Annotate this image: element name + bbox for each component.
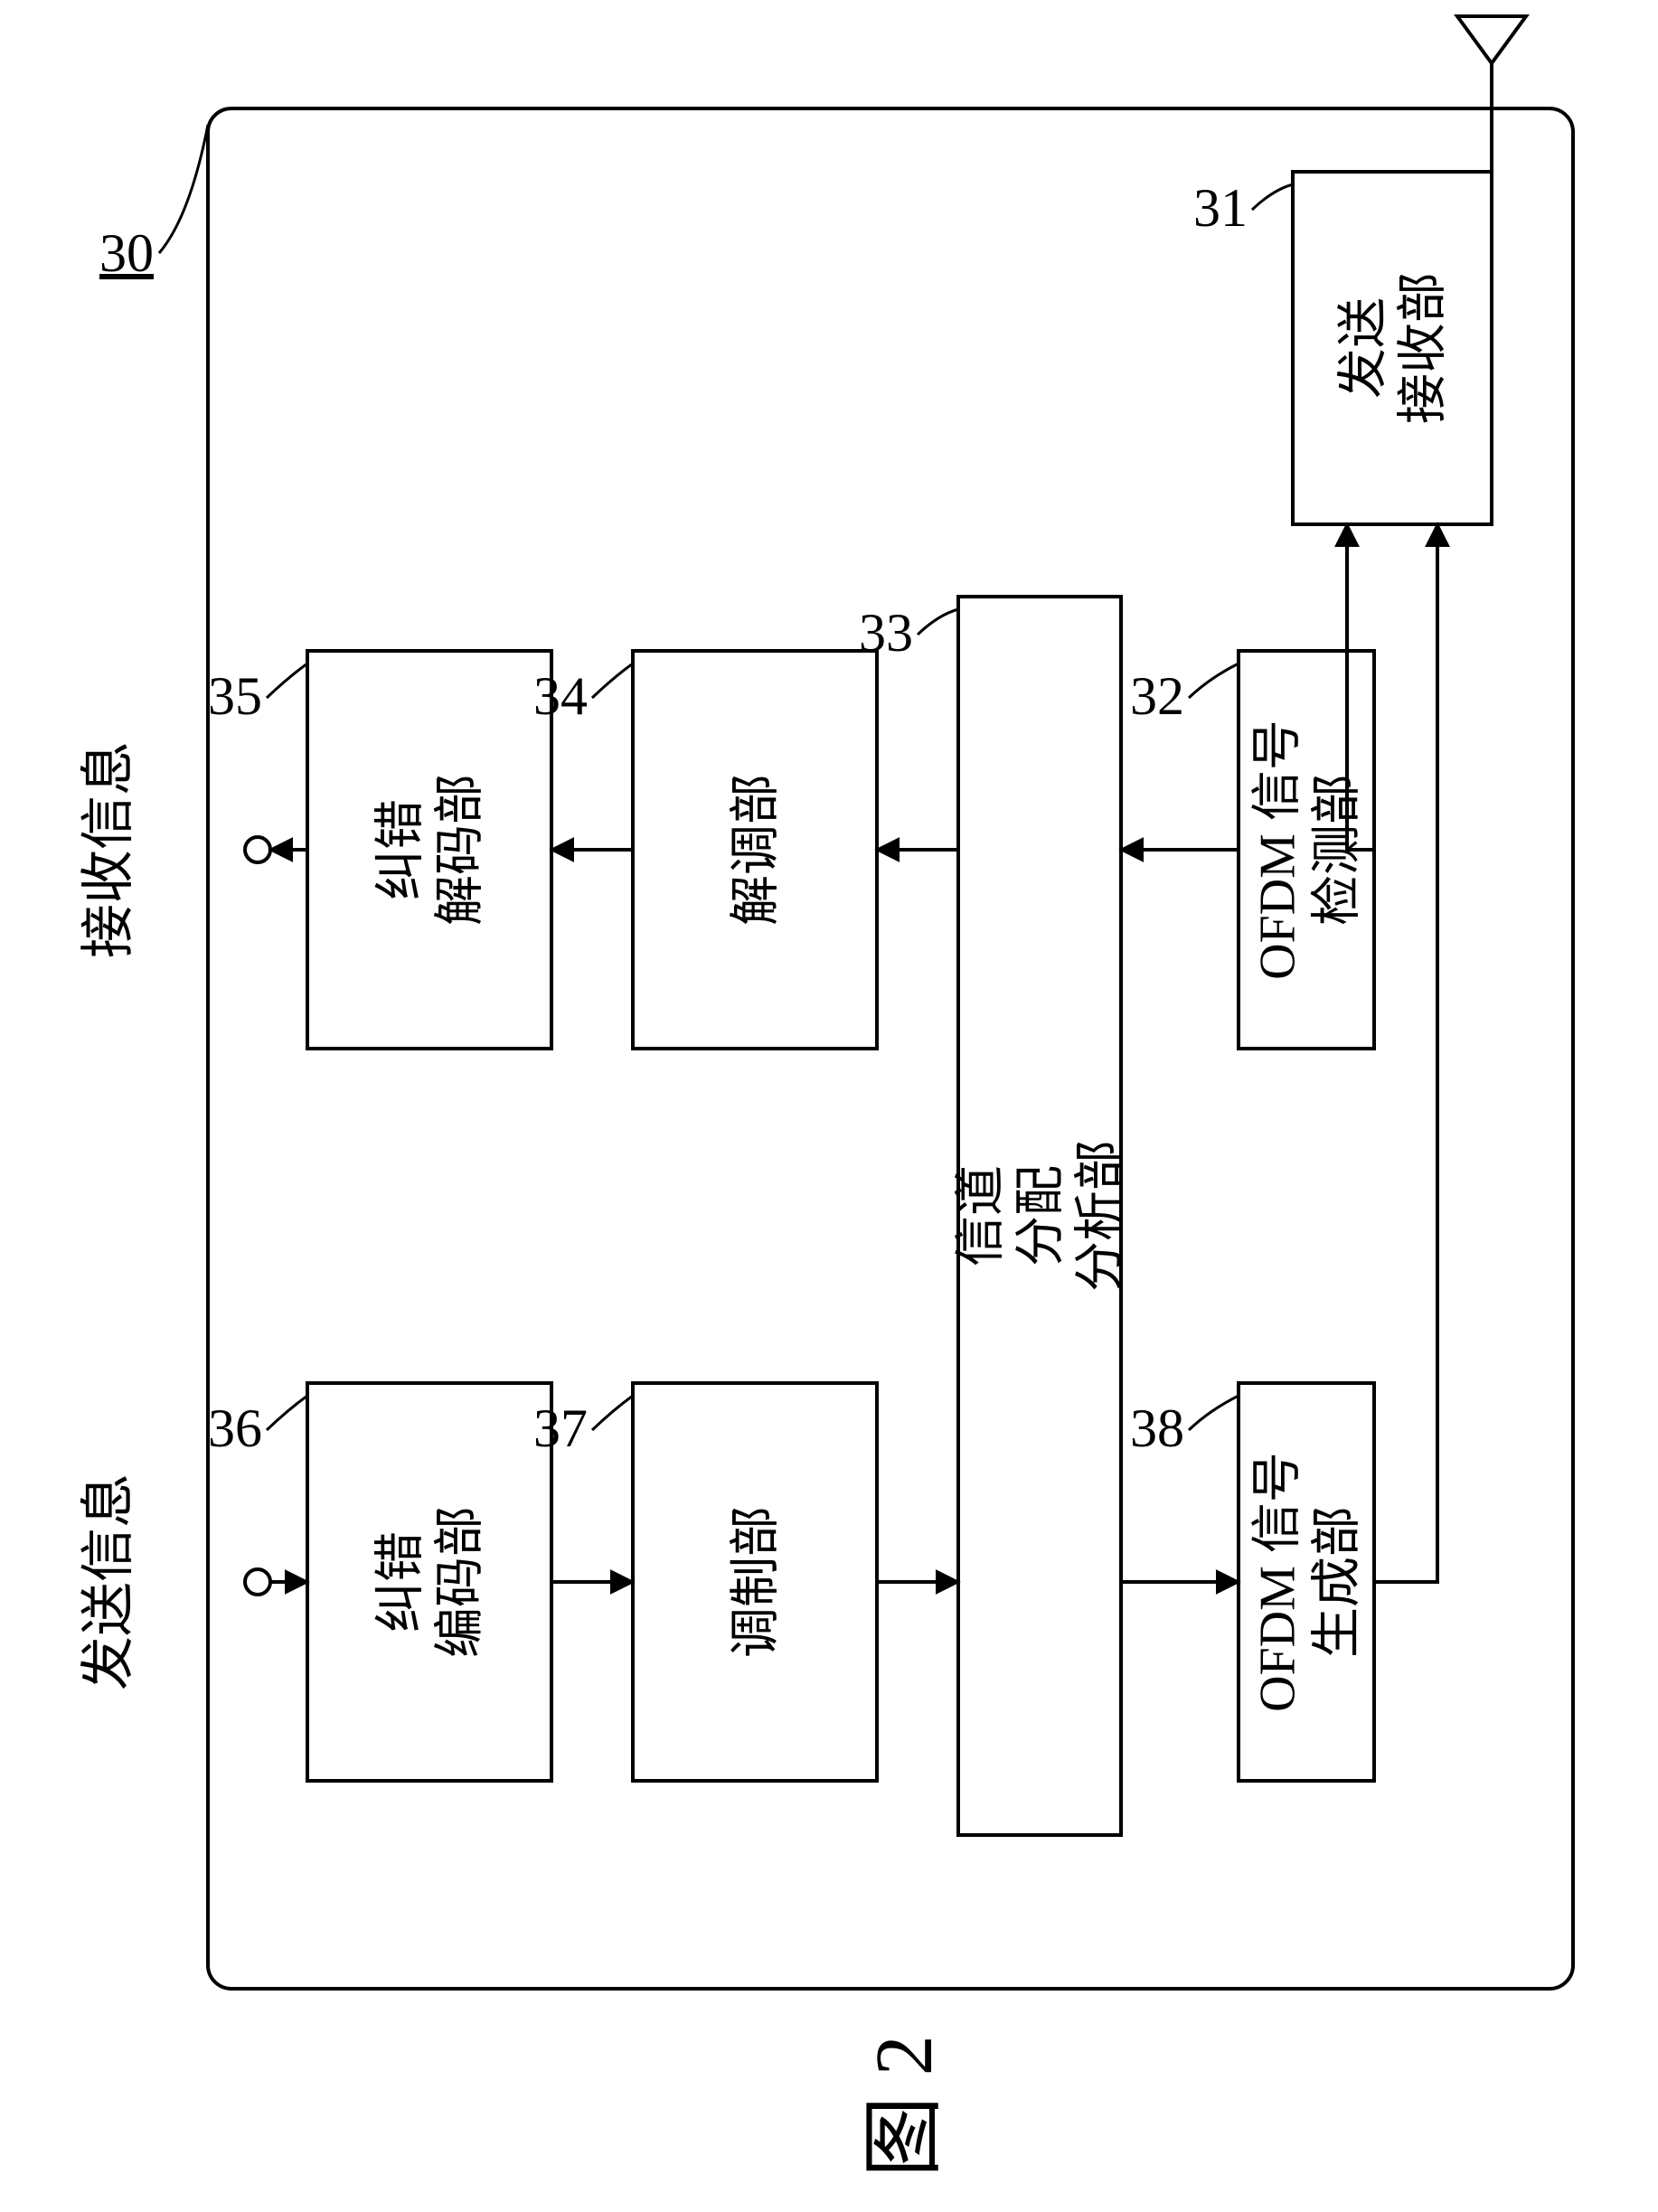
ref-38: 38	[1130, 1398, 1184, 1458]
block-label-b31: 发送接收部	[1336, 272, 1452, 424]
block-label-b37: 调制部	[729, 1506, 785, 1658]
block-label-b38: OFDM 信号生成部	[1250, 1452, 1366, 1712]
leader-37	[592, 1396, 633, 1430]
leader-34	[592, 664, 633, 698]
block-b36	[307, 1383, 551, 1781]
svg-text:分配: 分配	[1013, 1165, 1069, 1266]
svg-text:发送: 发送	[1336, 297, 1392, 399]
ref-33: 33	[859, 603, 913, 663]
ref-37: 37	[533, 1398, 588, 1458]
io-label-rx: 接收信息	[79, 741, 138, 958]
leader-35	[267, 664, 307, 698]
leader-30	[159, 125, 208, 253]
ref-32: 32	[1130, 666, 1184, 726]
ref-36: 36	[208, 1398, 262, 1458]
svg-text:信道: 信道	[954, 1165, 1010, 1266]
block-b35	[307, 651, 551, 1049]
figure-label: 图 2	[860, 2035, 949, 2178]
svg-text:发送信息: 发送信息	[79, 1473, 138, 1690]
svg-text:图 2: 图 2	[860, 2035, 949, 2178]
svg-text:接收信息: 接收信息	[79, 741, 138, 958]
svg-text:纠错: 纠错	[373, 799, 429, 900]
leader-36	[267, 1396, 307, 1430]
svg-text:解码部: 解码部	[433, 774, 489, 926]
edge-b38-b31	[1374, 524, 1437, 1582]
ref-35: 35	[208, 666, 262, 726]
device-ref-30: 30	[99, 223, 154, 283]
block-label-b33: 信道分配分析部	[954, 1140, 1129, 1292]
io-port-tx	[245, 1569, 270, 1595]
io-port-rx	[245, 837, 270, 862]
ref-31: 31	[1193, 178, 1248, 238]
svg-text:OFDM 信号: OFDM 信号	[1250, 720, 1306, 980]
svg-text:调制部: 调制部	[729, 1506, 785, 1658]
svg-text:OFDM 信号: OFDM 信号	[1250, 1452, 1306, 1712]
svg-text:分析部: 分析部	[1073, 1140, 1129, 1292]
io-label-tx: 发送信息	[79, 1473, 138, 1690]
svg-text:解调部: 解调部	[729, 774, 785, 926]
leader-33	[918, 609, 958, 635]
svg-text:接收部: 接收部	[1396, 272, 1452, 424]
leader-31	[1252, 184, 1293, 210]
block-label-b34: 解调部	[729, 774, 785, 926]
block-b31	[1293, 172, 1492, 524]
antenna-icon	[1457, 16, 1526, 63]
svg-text:编码部: 编码部	[433, 1506, 489, 1658]
svg-text:生成部: 生成部	[1310, 1506, 1366, 1658]
svg-text:纠错: 纠错	[373, 1531, 429, 1633]
leader-32	[1189, 664, 1239, 698]
ref-34: 34	[533, 666, 588, 726]
block-label-b35: 纠错解码部	[373, 774, 489, 926]
block-label-b36: 纠错编码部	[373, 1506, 489, 1658]
leader-38	[1189, 1396, 1239, 1430]
